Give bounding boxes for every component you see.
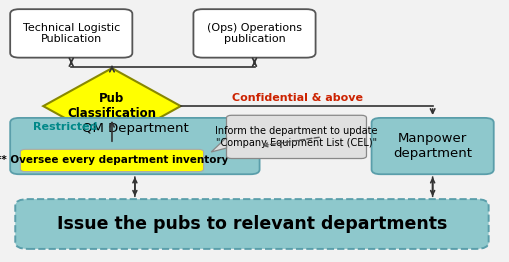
Text: Issue the pubs to relevant departments: Issue the pubs to relevant departments	[57, 215, 447, 233]
Polygon shape	[211, 138, 227, 152]
Polygon shape	[43, 68, 181, 144]
FancyBboxPatch shape	[10, 9, 132, 58]
Text: Restricted: Restricted	[33, 122, 97, 132]
Text: QM Department: QM Department	[81, 122, 188, 135]
FancyBboxPatch shape	[15, 199, 489, 249]
FancyBboxPatch shape	[20, 149, 204, 172]
FancyBboxPatch shape	[193, 9, 316, 58]
Text: Technical Logistic
Publication: Technical Logistic Publication	[22, 23, 120, 44]
Text: ** Oversee every department inventory: ** Oversee every department inventory	[0, 155, 228, 166]
Text: Confidential & above: Confidential & above	[232, 93, 362, 103]
FancyBboxPatch shape	[227, 115, 366, 159]
Text: Manpower
department: Manpower department	[393, 132, 472, 160]
FancyBboxPatch shape	[372, 118, 494, 174]
Text: Inform the department to update
"Company Equipment List (CEL)": Inform the department to update "Company…	[215, 126, 378, 148]
FancyBboxPatch shape	[10, 118, 260, 174]
Text: Pub
Classification: Pub Classification	[68, 92, 156, 120]
Text: (Ops) Operations
publication: (Ops) Operations publication	[207, 23, 302, 44]
